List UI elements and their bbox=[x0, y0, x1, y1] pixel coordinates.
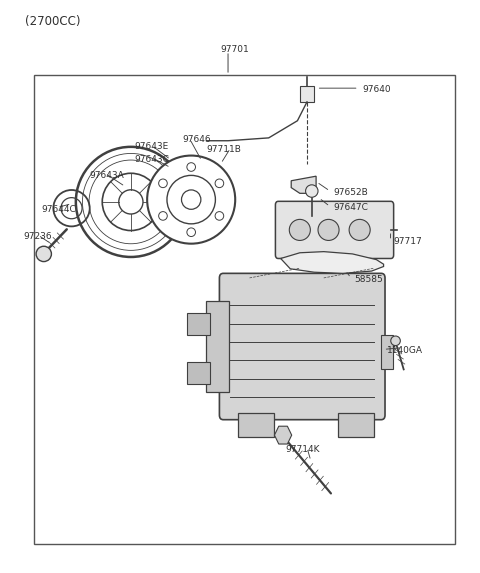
Text: 97643E: 97643E bbox=[135, 142, 169, 151]
Text: 97652B: 97652B bbox=[333, 188, 368, 197]
Text: (2700CC): (2700CC) bbox=[24, 15, 80, 28]
Bar bbox=[381, 335, 393, 370]
Bar bbox=[34, 75, 456, 544]
Ellipse shape bbox=[306, 185, 318, 197]
FancyBboxPatch shape bbox=[219, 273, 385, 419]
Text: 58585: 58585 bbox=[354, 274, 383, 284]
Bar bbox=[187, 313, 210, 335]
Polygon shape bbox=[281, 252, 384, 273]
Text: 97714K: 97714K bbox=[286, 445, 320, 454]
Ellipse shape bbox=[318, 219, 339, 241]
Ellipse shape bbox=[391, 336, 400, 346]
Text: 97711B: 97711B bbox=[206, 145, 241, 154]
Text: 97236: 97236 bbox=[24, 232, 52, 241]
Bar bbox=[206, 301, 229, 393]
Bar bbox=[300, 86, 314, 102]
Text: 97647C: 97647C bbox=[333, 203, 368, 212]
Text: 97643C: 97643C bbox=[135, 155, 169, 163]
Text: 97646: 97646 bbox=[182, 135, 211, 143]
Ellipse shape bbox=[147, 155, 235, 244]
Text: 1140GA: 1140GA bbox=[387, 346, 423, 355]
Bar bbox=[187, 362, 210, 384]
Polygon shape bbox=[291, 176, 316, 193]
Text: 97644C: 97644C bbox=[41, 205, 76, 214]
Text: 97701: 97701 bbox=[221, 45, 250, 54]
Ellipse shape bbox=[289, 219, 311, 241]
Text: 97643A: 97643A bbox=[89, 171, 124, 179]
Ellipse shape bbox=[36, 246, 51, 262]
FancyBboxPatch shape bbox=[276, 201, 394, 258]
Ellipse shape bbox=[349, 219, 370, 241]
Text: 97640: 97640 bbox=[362, 85, 391, 94]
Bar bbox=[238, 413, 274, 437]
Bar bbox=[338, 413, 374, 437]
Text: 97717: 97717 bbox=[393, 237, 422, 246]
